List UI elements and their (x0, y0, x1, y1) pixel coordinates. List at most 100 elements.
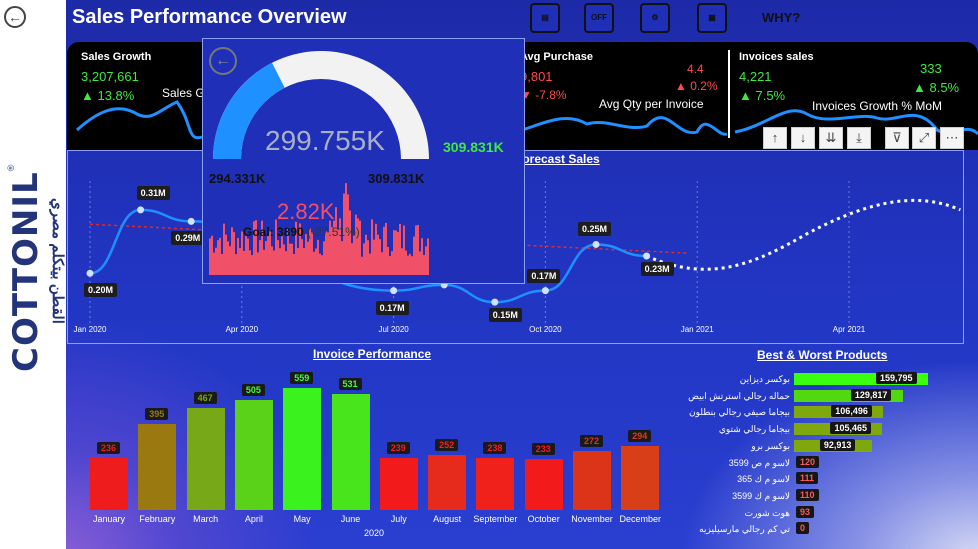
mini-bar (245, 235, 247, 275)
mini-bar (303, 248, 305, 275)
goal-value: 2.82K (277, 199, 335, 224)
invoice-month-label: November (571, 514, 613, 524)
invoice-bar[interactable] (90, 458, 128, 510)
why-button[interactable]: WHY? (762, 10, 801, 25)
invoice-bar[interactable] (524, 459, 563, 510)
mini-bar (227, 241, 229, 275)
mini-bar (231, 227, 233, 275)
products-title: Best & Worst Products (757, 348, 888, 362)
forecast-point[interactable] (643, 252, 651, 260)
forecast-point[interactable] (541, 287, 549, 295)
mini-bar (405, 250, 407, 275)
mini-bar (365, 234, 367, 275)
mini-bar (277, 240, 279, 275)
mini-bar (325, 231, 327, 275)
invoice-bar[interactable] (138, 423, 177, 510)
forecast-title: Forecast Sales (515, 152, 600, 166)
invoice-bar[interactable] (428, 455, 467, 510)
invoice-title: Invoice Performance (313, 347, 432, 361)
mini-bar (355, 214, 357, 275)
mini-bar (401, 248, 403, 275)
forecast-data-label: 0.29M (171, 231, 205, 246)
filter-funnel-icon[interactable]: ▦ (697, 3, 727, 33)
kpi-invoices-growth-value: 333 (920, 61, 942, 76)
mini-bar (351, 243, 353, 275)
mini-bar (271, 246, 273, 275)
mini-bar (225, 234, 227, 275)
mini-bar (385, 222, 387, 275)
mini-bar (389, 256, 391, 275)
mini-bar (305, 234, 307, 275)
kpi-invoices-change: ▲ 7.5% (739, 88, 786, 103)
kpi-avg-purchase-change: ▼ -7.8% (520, 88, 567, 102)
mini-bar (393, 230, 395, 275)
mini-bar (243, 250, 245, 275)
invoice-bar[interactable] (331, 394, 370, 510)
mini-bar (217, 240, 219, 275)
mini-bar (279, 248, 281, 275)
mini-bar (381, 252, 383, 275)
mini-bar (311, 232, 313, 275)
mini-bar (363, 243, 365, 275)
invoice-bar[interactable] (621, 445, 660, 510)
gauge-fill (213, 62, 285, 159)
back-arrow-icon[interactable]: ← (4, 6, 26, 28)
forecast-point[interactable] (86, 269, 94, 277)
forecast-point[interactable] (390, 287, 398, 295)
sort-up-icon[interactable]: ↑ (763, 127, 787, 149)
expand-hierarchy-icon[interactable]: ⤓ (847, 127, 871, 149)
invoice-bar[interactable] (379, 457, 418, 510)
mini-bar (377, 234, 379, 275)
mini-bar (347, 194, 349, 275)
focus-mode-icon[interactable]: ⤢ (912, 127, 936, 149)
more-options-icon[interactable]: ⋯ (940, 127, 964, 149)
product-bar-label: 110 (796, 488, 819, 501)
mini-bar (387, 246, 389, 275)
mini-bar (359, 220, 361, 275)
mini-bar (375, 223, 377, 275)
report-icon[interactable]: ▤ (530, 3, 560, 33)
sort-down-icon[interactable]: ↓ (791, 127, 815, 149)
forecast-x-tick: Jan 2021 (680, 325, 714, 334)
invoice-bar[interactable] (283, 388, 322, 510)
forecast-chart[interactable]: Forecast Sales Jan 2020 Apr 2020 Jul 2020 O… (67, 150, 964, 344)
mini-bar (221, 254, 223, 275)
mini-bar (297, 247, 299, 275)
product-name: تي كم رجالي مارسيليزيه (699, 524, 790, 535)
forecast-point[interactable] (592, 240, 600, 248)
invoice-bar[interactable] (476, 458, 515, 510)
product-bar-label: 111 (796, 472, 819, 485)
product-name: بيجاما رجالي شتوي (718, 424, 790, 435)
mini-bar (211, 235, 213, 275)
forecast-point[interactable] (137, 206, 145, 214)
gear-chart-icon[interactable]: ⚙ (640, 3, 670, 33)
invoice-bar[interactable] (186, 408, 225, 510)
invoice-bar-label: 467 (193, 392, 217, 405)
invoice-chart[interactable]: 236 January 395 February 467 March 505 April 559… (70, 362, 670, 549)
invoice-bar[interactable] (234, 399, 273, 510)
invoice-month-label: August (433, 514, 462, 524)
mini-bar (239, 248, 241, 275)
mini-bar (335, 207, 337, 275)
invoice-bar-label: 395 (145, 407, 169, 420)
invoice-month-label: July (390, 514, 407, 524)
filter-icon[interactable]: ⊽ (885, 127, 909, 149)
kpi-avg-qty-sub: Avg Qty per Invoice (599, 97, 704, 111)
mini-bar (235, 254, 237, 275)
invoice-bar-label: 294 (628, 429, 652, 442)
mini-bar (399, 223, 401, 275)
invoice-bar[interactable] (573, 450, 611, 510)
mini-bar (353, 234, 355, 275)
back-arrow-icon[interactable]: ← (209, 47, 237, 75)
mini-bar (315, 248, 317, 275)
kpi-sales-growth-value: 3,207,661 (81, 69, 139, 84)
kpi-sales-growth-sub: Sales G (162, 86, 205, 100)
mini-bar (419, 251, 421, 275)
discount-off-icon[interactable]: OFF (584, 3, 614, 33)
forecast-point[interactable] (187, 217, 195, 225)
products-chart[interactable]: بوكسر ديزاين 159,795 حماله رجالي استرتش اب… (660, 372, 978, 544)
mini-bar (371, 219, 373, 275)
forecast-x-tick: Apr 2020 (225, 325, 259, 334)
drill-down-icon[interactable]: ⇊ (819, 127, 843, 149)
forecast-point[interactable] (491, 298, 499, 306)
